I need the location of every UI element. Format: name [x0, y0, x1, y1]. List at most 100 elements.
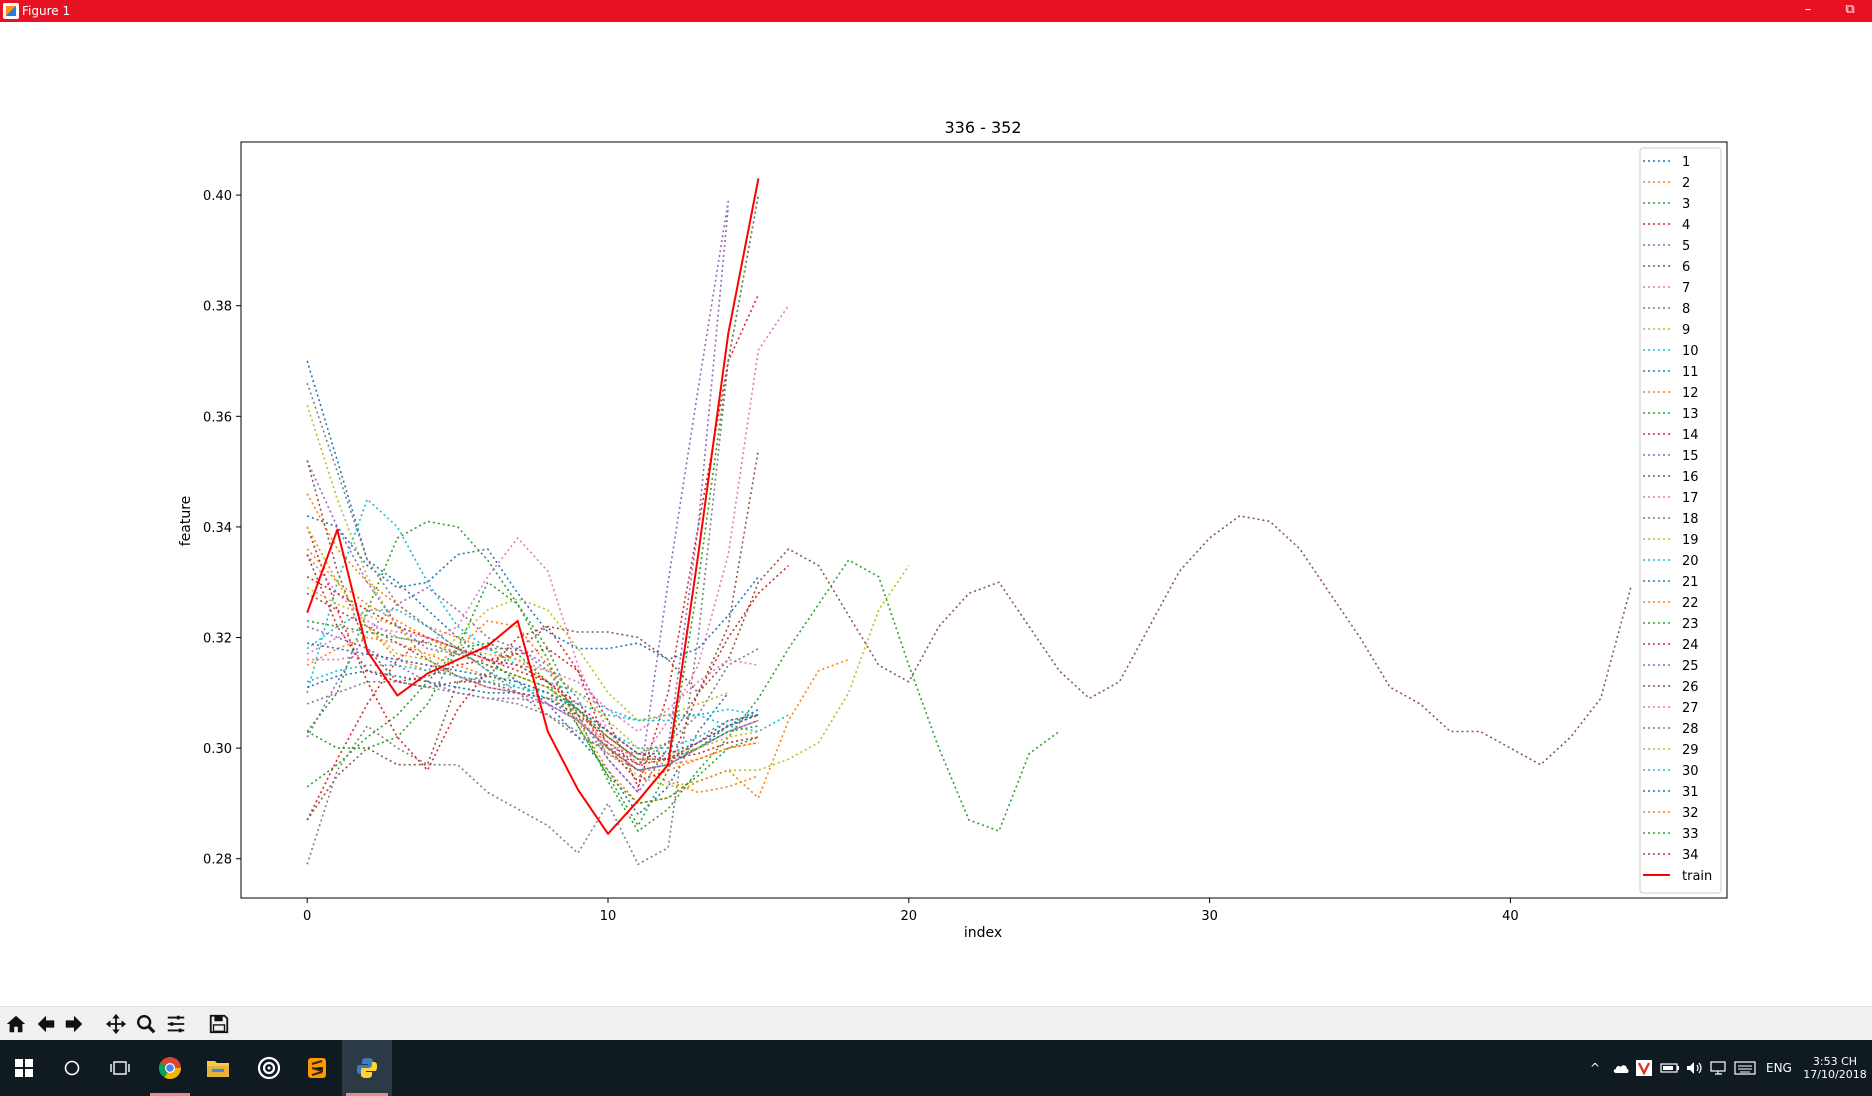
series-line-30 — [306, 664, 759, 749]
window-title: Figure 1 — [22, 4, 71, 18]
legend-label-29: 29 — [1682, 743, 1699, 758]
app-circle-icon[interactable] — [245, 1040, 293, 1096]
series-line-32 — [306, 548, 759, 766]
legend-label-3: 3 — [1682, 197, 1690, 212]
legend-label-13: 13 — [1682, 407, 1699, 422]
navigation-toolbar — [0, 1006, 1872, 1041]
series-line-21 — [306, 669, 759, 772]
search-icon[interactable] — [48, 1040, 96, 1096]
battery-icon[interactable] — [1660, 1040, 1680, 1096]
series-line-23 — [306, 520, 759, 805]
start-icon[interactable] — [0, 1040, 48, 1096]
legend-label-6: 6 — [1682, 260, 1690, 275]
legend-label-20: 20 — [1682, 554, 1699, 569]
legend-label-33: 33 — [1682, 827, 1699, 842]
legend-label-17: 17 — [1682, 491, 1699, 506]
configure-icon[interactable] — [164, 1012, 188, 1036]
legend-label-1: 1 — [1682, 155, 1690, 170]
series-line-6 — [306, 515, 1632, 821]
legend-label-34: 34 — [1682, 848, 1699, 863]
y-axis-label: feature — [178, 496, 194, 547]
y-tick-label: 0.38 — [203, 300, 232, 315]
clock[interactable]: 3:53 CH 17/10/2018 — [1803, 1040, 1867, 1096]
series-line-2 — [306, 493, 759, 794]
series-line-22 — [306, 636, 759, 772]
y-tick-label: 0.40 — [203, 189, 232, 204]
series-line-20 — [306, 609, 759, 722]
task-view-icon[interactable] — [96, 1040, 144, 1096]
sublime-text-icon[interactable] — [293, 1040, 341, 1096]
legend-label-30: 30 — [1682, 764, 1699, 779]
legend-label-23: 23 — [1682, 617, 1699, 632]
legend-label-12: 12 — [1682, 386, 1699, 401]
y-tick-label: 0.34 — [203, 521, 232, 536]
x-tick-label: 20 — [901, 909, 918, 924]
legend-label-16: 16 — [1682, 470, 1699, 485]
legend-label-26: 26 — [1682, 680, 1699, 695]
home-icon[interactable] — [4, 1012, 28, 1036]
legend-label-21: 21 — [1682, 575, 1699, 590]
clock-date: 17/10/2018 — [1803, 1068, 1867, 1081]
plot-area — [306, 178, 1632, 866]
series-line-34 — [306, 575, 759, 761]
x-tick-label: 30 — [1201, 909, 1218, 924]
file-explorer-icon[interactable] — [194, 1040, 242, 1096]
legend-label-4: 4 — [1682, 218, 1690, 233]
series-line-13 — [306, 559, 1060, 832]
legend-label-8: 8 — [1682, 302, 1690, 317]
y-tick-label: 0.32 — [203, 632, 232, 647]
legend-frame — [1639, 147, 1722, 894]
minimize-button[interactable]: – — [1804, 2, 1812, 17]
series-line-29 — [306, 586, 759, 755]
zoom-icon[interactable] — [134, 1012, 158, 1036]
legend-label-28: 28 — [1682, 722, 1699, 737]
x-tick-label: 40 — [1502, 909, 1519, 924]
python-icon[interactable] — [342, 1040, 392, 1096]
volume-icon[interactable] — [1686, 1040, 1704, 1096]
y-tick-label: 0.28 — [203, 853, 232, 868]
x-tick-label: 0 — [303, 909, 311, 924]
legend-label-15: 15 — [1682, 449, 1699, 464]
matplotlib-app-icon — [3, 3, 19, 19]
network-icon[interactable] — [1710, 1040, 1728, 1096]
language-indicator[interactable]: ENG — [1766, 1061, 1792, 1075]
legend-label-31: 31 — [1682, 785, 1699, 800]
keyboard-icon[interactable] — [1734, 1040, 1756, 1096]
pan-icon[interactable] — [104, 1012, 128, 1036]
restore-button[interactable]: ⧉ — [1845, 2, 1855, 17]
x-axis-label: index — [964, 925, 1002, 941]
show-hidden-icons-icon[interactable]: ^ — [1590, 1061, 1601, 1075]
series-line-16 — [306, 449, 760, 766]
series-line-12 — [306, 526, 849, 805]
series-line-1 — [306, 360, 729, 816]
series-line-31 — [307, 642, 759, 755]
onedrive-icon[interactable] — [1612, 1040, 1630, 1096]
legend-label-27: 27 — [1682, 701, 1699, 716]
save-icon[interactable] — [207, 1012, 231, 1036]
legend-label-19: 19 — [1682, 533, 1699, 548]
legend-label-7: 7 — [1682, 281, 1690, 296]
chrome-icon[interactable] — [146, 1040, 194, 1096]
y-tick-label: 0.30 — [203, 742, 232, 757]
series-line-8 — [306, 194, 760, 866]
series-line-19 — [306, 526, 729, 722]
forward-icon[interactable] — [62, 1012, 86, 1036]
legend-label-5: 5 — [1682, 239, 1690, 254]
legend-label-18: 18 — [1682, 512, 1699, 527]
series-line-33 — [307, 620, 759, 761]
x-tick-label: 10 — [600, 909, 617, 924]
chart-title: 336 - 352 — [944, 118, 1021, 137]
series-line-train — [306, 178, 760, 835]
legend-label-25: 25 — [1682, 659, 1699, 674]
windows-taskbar: ^ ENG 3:53 CH 17/10/2018 — [0, 1040, 1872, 1096]
legend-label-14: 14 — [1682, 428, 1699, 443]
axes-frame — [240, 141, 1728, 899]
series-line-4 — [306, 294, 760, 821]
legend-label-24: 24 — [1682, 638, 1699, 653]
antivirus-icon[interactable] — [1636, 1040, 1652, 1096]
back-icon[interactable] — [34, 1012, 58, 1036]
figure-canvas: 336 - 352 index feature 0 10 20 30 40 0.28 0.3… — [0, 22, 1872, 1006]
legend-label-train: train — [1682, 869, 1712, 884]
series-line-7 — [306, 305, 790, 766]
legend-label-10: 10 — [1682, 344, 1699, 359]
